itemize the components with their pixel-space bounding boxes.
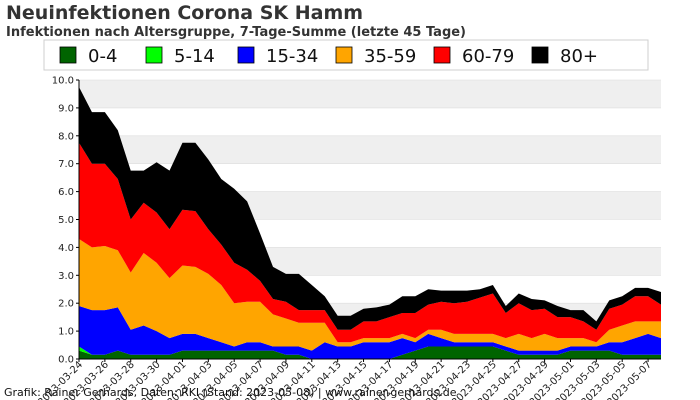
legend-swatch-80+	[531, 46, 549, 64]
legend-swatch-35-59	[335, 46, 353, 64]
legend-label-5-14: 5-14	[174, 46, 215, 67]
legend-label-35-59: 35-59	[364, 46, 416, 67]
legend-label-15-34: 15-34	[266, 46, 318, 67]
y-tick-label: 10.0	[52, 76, 74, 87]
y-tick-label: 6.0	[58, 187, 74, 198]
chart-subtitle: Infektionen nach Altersgruppe, 7-Tage-Su…	[6, 25, 466, 40]
legend-label-80+: 80+	[560, 46, 598, 67]
y-tick-label: 4.0	[58, 243, 74, 254]
legend-swatch-0-4	[59, 46, 77, 64]
legend-swatch-15-34	[237, 46, 255, 64]
y-tick-label: 7.0	[58, 159, 74, 170]
legend-label-0-4: 0-4	[88, 46, 117, 67]
legend-swatch-5-14	[145, 46, 163, 64]
grid-band	[79, 135, 661, 164]
grid-band	[79, 80, 661, 108]
legend: 0-4 5-14 15-34 35-59 60-79 80+	[43, 39, 649, 71]
chart-credit: Grafik: Rainer Gerhards, Daten: RKI (Sta…	[4, 386, 457, 399]
y-tick-label: 8.0	[58, 131, 74, 142]
y-tick-label: 9.0	[58, 103, 74, 114]
legend-swatch-60-79	[433, 46, 451, 64]
y-tick-label: 1.0	[58, 327, 74, 338]
area-series-15-34	[79, 305, 661, 359]
area-series-35-59	[79, 239, 661, 351]
legend-label-60-79: 60-79	[462, 46, 514, 67]
area-series-0-4	[79, 346, 661, 359]
y-tick-label: 5.0	[58, 215, 74, 226]
chart-title: Neuinfektionen Corona SK Hamm	[6, 2, 363, 24]
area-series-80+	[79, 86, 661, 330]
y-tick-label: 2.0	[58, 299, 74, 310]
y-tick-label: 3.0	[58, 271, 74, 282]
y-tick-label: 0.0	[58, 355, 74, 366]
area-series-60-79	[79, 142, 661, 343]
